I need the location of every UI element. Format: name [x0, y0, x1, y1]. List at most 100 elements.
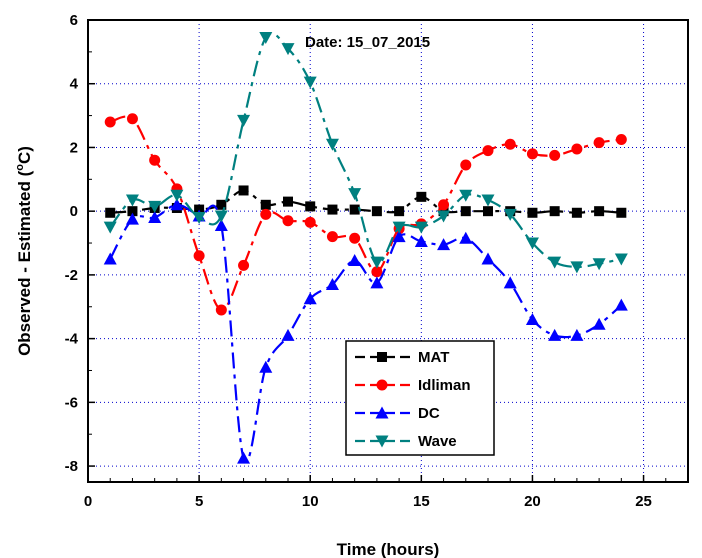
data-point-wave: [503, 208, 517, 221]
date-annotation: Date: 15_07_2015: [305, 34, 430, 51]
y-tick-label: 2: [70, 139, 78, 156]
data-point-dc: [170, 198, 184, 211]
legend-marker-idliman: [376, 379, 388, 391]
legend-label-dc: DC: [418, 405, 440, 422]
legend-item-mat: MAT: [355, 349, 449, 366]
grid-layer: [88, 20, 688, 482]
legend-label-wave: Wave: [418, 433, 457, 450]
data-point-mat: [349, 204, 360, 215]
data-point-idliman: [193, 250, 205, 262]
y-tick-label: 6: [70, 12, 78, 29]
data-point-wave: [525, 237, 539, 250]
data-point-wave: [414, 221, 428, 234]
data-point-dc: [481, 252, 495, 265]
data-point-idliman: [371, 266, 383, 278]
data-point-idliman: [615, 133, 627, 145]
data-point-mat: [460, 206, 471, 217]
x-tick-label: 20: [524, 493, 541, 510]
x-tick-label: 15: [413, 493, 430, 510]
y-tick-label: -4: [65, 331, 79, 348]
data-point-mat: [594, 206, 605, 217]
data-point-wave: [237, 114, 251, 127]
data-point-wave: [548, 256, 562, 269]
data-point-mat: [416, 191, 427, 202]
data-point-mat: [371, 206, 382, 217]
data-point-idliman: [149, 154, 161, 166]
data-point-dc: [125, 212, 139, 225]
data-point-dc: [570, 328, 584, 341]
data-point-idliman: [126, 113, 138, 125]
x-tick-label: 10: [302, 493, 319, 510]
data-point-wave: [170, 189, 184, 202]
data-point-wave: [103, 221, 117, 234]
legend-box: [345, 340, 495, 456]
data-point-dc: [303, 292, 317, 305]
series-layer: [103, 32, 628, 464]
data-point-wave: [281, 43, 295, 56]
data-point-dc: [370, 276, 384, 289]
data-point-wave: [481, 194, 495, 207]
data-point-mat: [305, 201, 316, 212]
data-point-idliman: [593, 137, 605, 149]
data-point-mat: [238, 185, 249, 196]
data-point-dc: [325, 277, 339, 290]
y-tick-label: 4: [70, 76, 79, 93]
data-point-dc: [259, 360, 273, 373]
x-tick-label: 5: [195, 493, 203, 510]
data-point-wave: [303, 76, 317, 89]
data-point-mat: [616, 207, 627, 218]
data-point-wave: [614, 253, 628, 266]
legend-marker-mat: [377, 352, 387, 362]
data-point-wave: [348, 188, 362, 201]
data-point-dc: [392, 230, 406, 243]
data-point-idliman: [438, 199, 450, 211]
data-point-dc: [237, 451, 251, 464]
y-tick-label: -8: [65, 458, 78, 475]
data-point-idliman: [482, 145, 494, 157]
data-point-dc: [281, 328, 295, 341]
data-point-dc: [214, 219, 228, 232]
data-point-idliman: [326, 231, 338, 243]
data-point-mat: [527, 207, 538, 218]
data-point-dc: [614, 298, 628, 311]
data-point-wave: [148, 200, 162, 213]
data-point-idliman: [304, 216, 316, 228]
data-point-mat: [571, 207, 582, 218]
data-point-wave: [259, 32, 273, 45]
data-point-dc: [103, 252, 117, 265]
data-point-dc: [459, 231, 473, 244]
data-point-dc: [503, 276, 517, 289]
y-tick-label: -2: [65, 267, 78, 284]
y-tick-label: -6: [65, 394, 78, 411]
data-point-mat: [216, 199, 227, 210]
data-point-idliman: [104, 116, 116, 128]
data-point-idliman: [238, 259, 250, 271]
data-point-wave: [325, 138, 339, 151]
data-point-wave: [392, 221, 406, 234]
data-point-mat: [394, 206, 405, 217]
data-point-idliman: [526, 148, 538, 160]
series-mat: [105, 185, 627, 218]
legend-item-idliman: Idliman: [355, 377, 471, 394]
legend: MAT Idliman DC Wave: [345, 340, 495, 456]
legend-marker-dc: [375, 406, 389, 419]
data-point-wave: [192, 212, 206, 225]
data-point-dc: [414, 234, 428, 247]
y-axis-title: Observed - Estimated (oC): [14, 146, 34, 356]
data-point-mat: [127, 206, 138, 217]
data-point-mat: [549, 206, 560, 217]
data-point-wave: [592, 258, 606, 271]
data-point-dc: [592, 317, 606, 330]
plot-frame: [87, 19, 689, 483]
data-point-wave: [437, 210, 451, 223]
legend-label-mat: MAT: [418, 349, 449, 366]
data-point-mat: [105, 207, 116, 218]
x-axis-title: Time (hours): [337, 540, 440, 558]
data-point-wave: [125, 194, 139, 207]
legend-label-idliman: Idliman: [418, 377, 471, 394]
data-point-mat: [283, 196, 293, 207]
data-point-idliman: [282, 215, 294, 227]
legend-item-wave: Wave: [355, 433, 457, 450]
data-point-idliman: [349, 232, 361, 244]
